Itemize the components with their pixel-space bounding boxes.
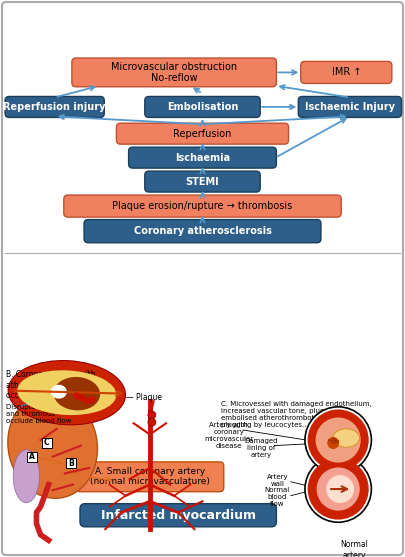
FancyBboxPatch shape (301, 61, 392, 84)
Ellipse shape (333, 429, 360, 447)
Text: IMR ↑: IMR ↑ (332, 67, 361, 77)
FancyBboxPatch shape (5, 96, 104, 118)
Text: B. Coronary artery with
atherosclerosis and
occlusive thrombus: B. Coronary artery with atherosclerosis … (6, 370, 96, 400)
Text: — Plaque: — Plaque (126, 393, 162, 402)
Text: Embolisation: Embolisation (167, 102, 238, 112)
Text: Normal
blood
flow: Normal blood flow (265, 487, 290, 507)
Text: A. Small coronary artery
(normal microvasculature): A. Small coronary artery (normal microva… (90, 467, 210, 486)
Text: Plaque erosion/rupture → thrombosis: Plaque erosion/rupture → thrombosis (112, 201, 293, 211)
Text: Microvascular obstruction
No-reflow: Microvascular obstruction No-reflow (111, 62, 237, 83)
FancyBboxPatch shape (298, 96, 401, 118)
Text: Ischaemia: Ischaemia (175, 153, 230, 163)
FancyBboxPatch shape (72, 58, 276, 87)
Circle shape (327, 437, 339, 449)
FancyBboxPatch shape (145, 96, 260, 118)
Circle shape (83, 397, 90, 404)
Circle shape (73, 392, 80, 399)
Text: Reperfusion: Reperfusion (173, 129, 232, 139)
Text: Ischaemic Injury: Ischaemic Injury (305, 102, 395, 112)
Text: Infarcted myocardium: Infarcted myocardium (101, 509, 256, 522)
Ellipse shape (17, 370, 116, 415)
Text: B: B (68, 459, 74, 468)
Text: C: C (44, 438, 49, 447)
FancyBboxPatch shape (28, 452, 37, 462)
Circle shape (315, 417, 361, 463)
Circle shape (326, 475, 354, 503)
FancyBboxPatch shape (117, 123, 288, 144)
Text: C. Microvessel with damaged endothelium,
increased vascular tone, plugging by
em: C. Microvessel with damaged endothelium,… (221, 401, 371, 428)
FancyBboxPatch shape (66, 458, 76, 468)
Text: STEMI: STEMI (185, 177, 220, 187)
Circle shape (88, 396, 95, 403)
Circle shape (317, 467, 360, 511)
Ellipse shape (8, 360, 126, 425)
FancyBboxPatch shape (84, 219, 321, 243)
Circle shape (308, 458, 369, 520)
Circle shape (308, 409, 369, 471)
Text: Normal
artery: Normal artery (341, 540, 368, 557)
Text: Disrupted plaque
and thrombus
occlude blood flow: Disrupted plaque and thrombus occlude bl… (6, 404, 71, 424)
Text: Artery with
coronary
microvascular
disease: Artery with coronary microvascular disea… (204, 422, 254, 449)
Circle shape (305, 407, 371, 473)
FancyBboxPatch shape (145, 171, 260, 192)
Circle shape (148, 418, 156, 426)
Ellipse shape (53, 377, 100, 411)
Text: Reperfusion injury: Reperfusion injury (3, 102, 106, 112)
Ellipse shape (8, 393, 98, 499)
Text: A: A (30, 452, 35, 461)
Circle shape (305, 456, 371, 522)
Text: Artery
wall: Artery wall (266, 473, 288, 487)
FancyBboxPatch shape (76, 462, 224, 492)
Text: Coronary atherosclerosis: Coronary atherosclerosis (134, 226, 271, 236)
Ellipse shape (13, 450, 39, 502)
Ellipse shape (51, 385, 67, 399)
FancyBboxPatch shape (80, 504, 276, 527)
FancyBboxPatch shape (64, 195, 341, 217)
Circle shape (78, 394, 85, 401)
FancyBboxPatch shape (42, 438, 51, 448)
Circle shape (148, 411, 156, 419)
Text: Damaged
lining of
artery: Damaged lining of artery (245, 438, 278, 458)
FancyBboxPatch shape (129, 147, 276, 168)
